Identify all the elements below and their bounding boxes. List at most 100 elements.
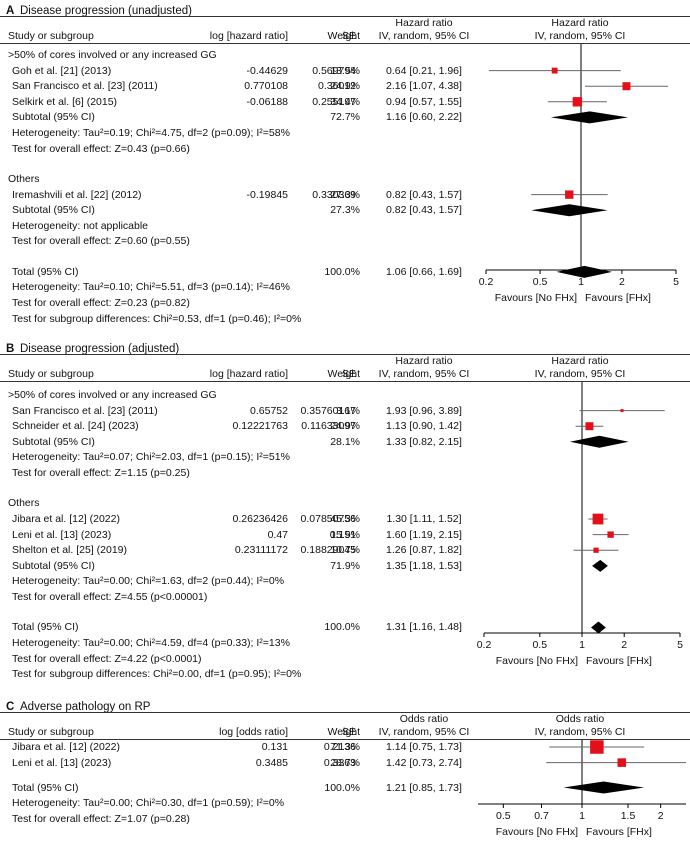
estimate-column-header: log [hazard ratio] (209, 368, 288, 380)
overall-effect-text: Test for overall effect: Z=4.55 (p<0.000… (12, 591, 208, 604)
header-top-rule (0, 354, 690, 355)
favours-right-label: Favours [FHx] (586, 655, 652, 667)
panel-title: Adverse pathology on RP (20, 701, 151, 713)
study-estimate: 0.26236426 (232, 513, 288, 526)
header-bottom-rule (0, 43, 690, 44)
study-weight: 45.3% (330, 513, 360, 526)
heterogeneity-text: Heterogeneity: not applicable (12, 219, 149, 232)
subtotal-weight: 28.1% (330, 435, 360, 448)
total-ci: 1.06 [0.66, 1.69] (386, 265, 462, 278)
subtotal-weight: 71.9% (330, 559, 360, 572)
estimate-column-header: log [odds ratio] (219, 726, 288, 738)
x-tick-label: 2 (618, 276, 625, 288)
panel-title: Disease progression (adjusted) (20, 343, 180, 355)
study-name: Iremashvili et al. [22] (2012) (12, 188, 142, 201)
study-estimate: -0.44629 (246, 64, 288, 77)
x-tick-label: 0.2 (476, 639, 492, 651)
study-ci: 1.26 [0.87, 1.82] (386, 544, 462, 557)
study-estimate: -0.06188 (246, 95, 288, 108)
study-column-header: Study or subgroup (8, 368, 94, 380)
study-name: San Francisco et al. [23] (2011) (12, 404, 158, 417)
study-name: Goh et al. [21] (2013) (12, 64, 112, 77)
study-effect-square (565, 190, 574, 199)
study-ci: 1.30 [1.11, 1.52] (386, 513, 462, 526)
study-estimate: 0.770108 (244, 80, 288, 93)
study-weight: 13.5% (330, 64, 360, 77)
subtotal-weight: 72.7% (330, 111, 360, 124)
study-se: 0.36012 (318, 80, 356, 93)
subgroup-title: >50% of cores involved or any increased … (8, 389, 217, 401)
effect-header-bottom: IV, random, 95% CI (378, 726, 470, 738)
x-tick-label: 2 (621, 639, 628, 651)
study-name: San Francisco et al. [23] (2011) (12, 80, 158, 93)
subtotal-ci: 0.82 [0.43, 1.57] (386, 204, 462, 217)
subgroup-differences-text: Test for subgroup differences: Chi²=0.00… (12, 668, 302, 681)
study-effect-square (592, 513, 604, 525)
subtotal-diamond (550, 111, 629, 124)
total-label: Total (95% CI) (12, 265, 79, 278)
favours-left-label: Favours [No FHx] (495, 655, 578, 667)
study-weight: 71.3% (330, 741, 360, 753)
study-name: Leni et al. [13] (2023) (12, 528, 112, 541)
study-effect-square (620, 409, 624, 413)
study-estimate: 0.3485 (255, 756, 288, 769)
favours-left-label: Favours [No FHx] (494, 292, 577, 304)
total-label: Total (95% CI) (12, 621, 79, 634)
study-effect-square (572, 97, 583, 107)
study-weight: 24.9% (330, 80, 360, 93)
study-column-header: Study or subgroup (8, 30, 94, 42)
heterogeneity-text: Heterogeneity: Tau²=0.00; Chi²=1.63, df=… (12, 575, 285, 588)
heterogeneity-text: Heterogeneity: Tau²=0.19; Chi²=4.75, df=… (12, 127, 290, 139)
study-ci: 1.13 [0.90, 1.42] (386, 420, 462, 433)
study-effect-square (585, 422, 594, 431)
study-name: Shelton et al. [25] (2019) (12, 544, 127, 557)
study-weight: 10.7% (330, 544, 360, 557)
subgroup-title: Others (8, 173, 40, 186)
study-effect-square (617, 758, 627, 767)
subtotal-ci: 1.16 [0.60, 2.22] (386, 111, 462, 124)
subgroup-title: Others (8, 497, 40, 510)
study-estimate: 0.47 (267, 528, 288, 541)
study-effect-square (590, 740, 604, 754)
panel-title: Disease progression (unadjusted) (20, 5, 192, 17)
study-se: 0.255197 (312, 95, 356, 108)
study-weight: 28.7% (330, 756, 360, 769)
total-label: Total (95% CI) (12, 781, 79, 794)
subgroup-differences-text: Test for subgroup differences: Chi²=0.53… (12, 312, 302, 325)
study-ci: 0.94 [0.57, 1.55] (386, 95, 462, 108)
x-tick-label: 0.2 (478, 276, 494, 288)
overall-effect-text: Test for overall effect: Z=1.15 (p=0.25) (12, 467, 190, 479)
subtotal-label: Subtotal (95% CI) (12, 559, 95, 572)
subtotal-label: Subtotal (95% CI) (12, 435, 95, 448)
study-se: 0.3363 (323, 756, 356, 769)
overall-effect-text: Test for overall effect: Z=0.43 (p=0.66) (12, 142, 190, 155)
effect-header-top: Hazard ratio (395, 355, 453, 367)
total-diamond (563, 781, 645, 794)
study-estimate: 0.12221763 (232, 420, 288, 433)
plot-header-top: Odds ratio (555, 713, 605, 725)
total-overall-effect-text: Test for overall effect: Z=4.22 (p<0.000… (12, 652, 202, 665)
se-column-header: SE (341, 368, 356, 380)
x-tick-label: 5 (673, 276, 679, 288)
subtotal-label: Subtotal (95% CI) (12, 111, 95, 124)
study-ci: 2.16 [1.07, 4.38] (386, 80, 462, 93)
x-tick-label: 0.5 (532, 276, 548, 288)
x-tick-label: 5 (677, 639, 683, 651)
study-column-header: Study or subgroup (8, 726, 94, 738)
effect-header-top: Odds ratio (399, 713, 449, 725)
subtotal-label: Subtotal (95% CI) (12, 204, 95, 217)
header-top-rule (0, 712, 690, 713)
study-weight: 34.4% (330, 95, 360, 108)
study-weight: 27.3% (330, 188, 360, 201)
study-estimate: 0.131 (261, 741, 288, 753)
study-name: Leni et al. [13] (2023) (12, 756, 112, 769)
study-effect-square (622, 82, 631, 91)
header-bottom-rule (0, 381, 690, 382)
study-ci: 1.60 [1.19, 2.15] (386, 528, 462, 541)
total-heterogeneity-text: Heterogeneity: Tau²=0.00; Chi²=4.59, df=… (12, 637, 290, 650)
study-effect-square (607, 531, 614, 538)
effect-header-bottom: IV, random, 95% CI (378, 368, 470, 380)
x-tick-label: 2 (657, 810, 664, 822)
subgroup-title: >50% of cores involved or any increased … (8, 49, 217, 61)
